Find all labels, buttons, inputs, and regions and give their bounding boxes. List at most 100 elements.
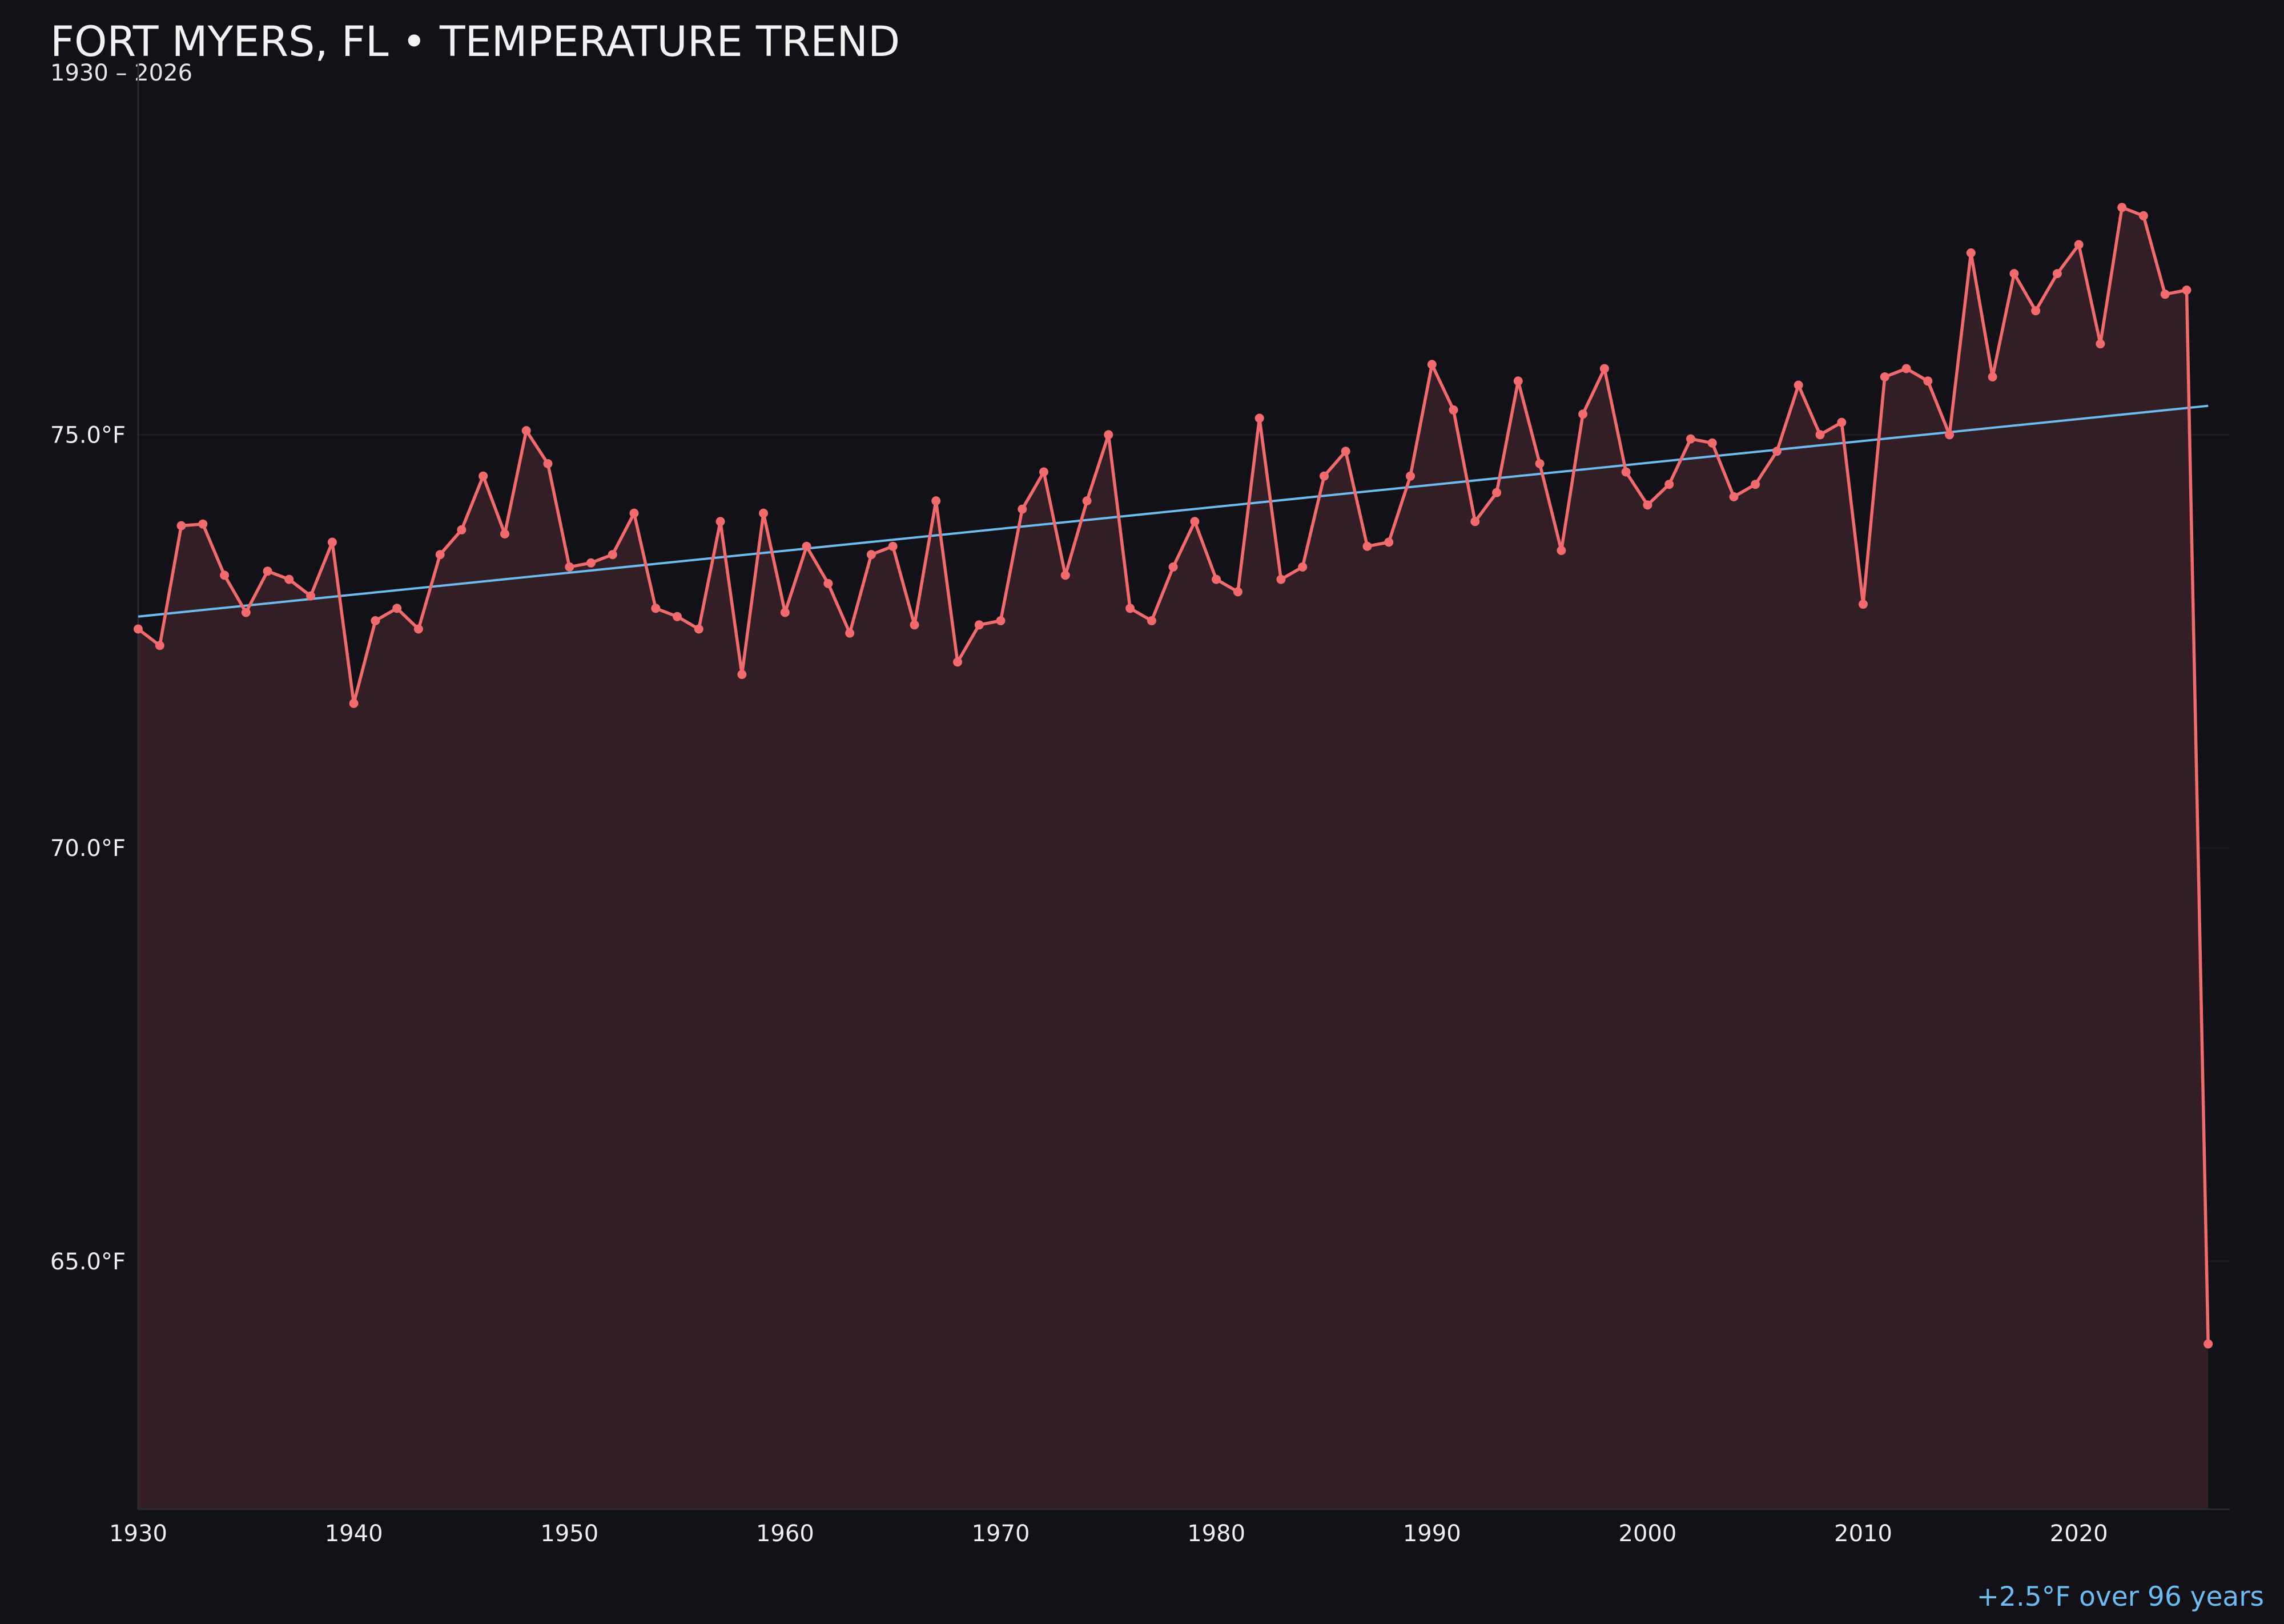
data-point	[2009, 269, 2019, 279]
data-point	[953, 657, 962, 667]
data-point	[1664, 480, 1674, 489]
data-point	[198, 519, 208, 529]
data-point	[1125, 604, 1135, 613]
data-point	[759, 508, 769, 518]
data-point	[1492, 488, 1502, 497]
data-point	[910, 620, 919, 630]
data-point	[1060, 570, 1070, 580]
data-point	[1104, 430, 1113, 440]
data-point	[176, 521, 186, 530]
y-axis-tick-labels: 65.0°F 70.0°F 75.0°F	[50, 422, 126, 1275]
y-tick-label: 65.0°F	[50, 1249, 126, 1275]
data-point	[1406, 471, 1415, 481]
data-point	[1945, 430, 1955, 440]
data-point	[1578, 409, 1588, 419]
x-tick-label: 2020	[2050, 1521, 2108, 1547]
data-point	[737, 670, 747, 680]
x-tick-label: 1960	[756, 1521, 814, 1547]
data-point	[1039, 467, 1048, 477]
data-point	[1384, 537, 1394, 547]
data-point	[2074, 240, 2084, 250]
data-point	[1837, 417, 1847, 427]
data-point	[1212, 574, 1221, 584]
data-point	[823, 578, 833, 588]
x-tick-label: 1990	[1403, 1521, 1461, 1547]
data-point	[1513, 376, 1523, 386]
data-point	[1341, 447, 1350, 456]
data-point	[565, 562, 574, 572]
data-points	[134, 203, 2213, 1349]
data-point	[1880, 372, 1889, 381]
data-point	[263, 566, 272, 576]
data-point	[1449, 405, 1458, 415]
data-point	[1254, 413, 1264, 423]
data-point	[1794, 380, 1803, 390]
data-point	[931, 496, 941, 506]
x-tick-label: 1980	[1187, 1521, 1245, 1547]
data-point	[1923, 376, 1933, 386]
data-point	[134, 624, 143, 634]
data-point	[866, 550, 876, 560]
data-point	[2096, 339, 2105, 349]
x-tick-label: 1950	[540, 1521, 598, 1547]
data-point	[155, 641, 164, 650]
data-point	[2031, 306, 2041, 316]
x-axis-tick-labels: 1930 1940 1950 1960 1970 1980 1990 2000 2010 2020	[109, 1521, 2108, 1547]
data-point	[1535, 459, 1545, 468]
y-tick-label: 70.0°F	[50, 835, 126, 862]
data-point	[1751, 480, 1760, 489]
data-point	[1988, 372, 1997, 381]
data-point	[1707, 438, 1717, 448]
data-point	[974, 620, 984, 630]
data-point	[413, 624, 423, 634]
data-point	[1427, 360, 1437, 369]
data-point	[478, 471, 488, 481]
data-point	[371, 616, 380, 625]
data-point	[220, 570, 230, 580]
data-point	[349, 698, 359, 708]
data-point	[1168, 562, 1178, 572]
data-point	[845, 628, 855, 638]
data-point	[802, 541, 811, 551]
data-point	[392, 604, 402, 613]
data-point	[1557, 546, 1566, 555]
data-point	[1147, 616, 1156, 625]
data-point	[1233, 587, 1242, 597]
data-point	[1643, 500, 1652, 510]
x-tick-label: 1930	[109, 1521, 167, 1547]
data-point	[2052, 269, 2062, 279]
data-point	[694, 624, 703, 634]
chart-subtitle: 1930 – 2026	[50, 60, 192, 86]
trend-annotation: +2.5°F over 96 years	[1977, 1581, 2264, 1613]
trend-line	[138, 404, 2209, 618]
data-point	[1901, 364, 1911, 373]
data-point	[435, 550, 445, 560]
data-point	[1815, 430, 1825, 440]
data-point	[673, 612, 682, 621]
area-fill-layer	[138, 207, 2209, 1509]
area-fill	[138, 207, 2209, 1509]
data-point	[996, 616, 1006, 625]
data-point	[1190, 517, 1200, 526]
x-tick-label: 2010	[1834, 1521, 1892, 1547]
axes	[137, 63, 2230, 1510]
data-point	[1859, 600, 1868, 609]
data-point	[629, 508, 639, 518]
data-point	[457, 525, 467, 534]
data-point	[1298, 562, 1308, 572]
data-point	[888, 541, 898, 551]
data-point	[2182, 286, 2191, 295]
data-point	[1772, 447, 1782, 456]
data-point	[651, 604, 661, 613]
data-point	[1966, 248, 1976, 258]
data-point	[500, 529, 509, 538]
data-point	[1729, 492, 1739, 501]
x-tick-label: 1970	[972, 1521, 1030, 1547]
data-point	[1320, 471, 1329, 481]
data-point	[306, 591, 316, 601]
data-point	[2138, 211, 2148, 220]
data-point	[2117, 203, 2127, 212]
data-point	[1018, 504, 1027, 514]
y-tick-label: 75.0°F	[50, 422, 126, 448]
data-point	[1686, 434, 1695, 444]
